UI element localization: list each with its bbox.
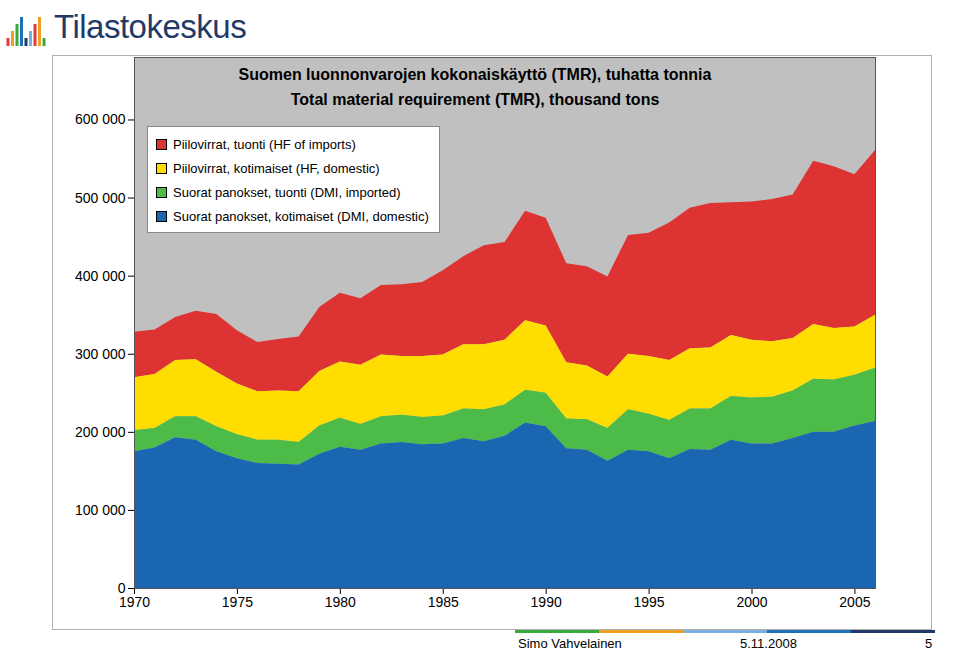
html-text:Tilastokeskus: Tilastokeskus — [54, 8, 247, 45]
svg-text:600 000: 600 000 — [75, 111, 126, 127]
svg-text:300 000: 300 000 — [75, 346, 126, 362]
html-text:Simo Vahvelainen: Simo Vahvelainen — [518, 636, 622, 651]
svg-text:100 000: 100 000 — [75, 502, 126, 518]
html-text:Piilovirrat, tuonti (HF of imp: Piilovirrat, tuonti (HF of imports) — [173, 136, 356, 152]
svg-text:0: 0 — [117, 580, 126, 596]
svg-text:Suomen luonnonvarojen kokonais: Suomen luonnonvarojen kokonaiskäyttö (TM… — [239, 66, 712, 83]
html-text:Piilovirrat, kotimaiset (HF, d: Piilovirrat, kotimaiset (HF, domestic) — [173, 160, 380, 176]
svg-text:1970: 1970 — [119, 594, 150, 610]
svg-text:1990: 1990 — [531, 594, 562, 610]
svg-text:1980: 1980 — [325, 594, 356, 610]
svg-text:500 000: 500 000 — [75, 190, 126, 206]
svg-text:2005: 2005 — [839, 594, 870, 610]
html-text:5: 5 — [925, 636, 933, 651]
html-text:Suorat panokset, kotimaiset (D: Suorat panokset, kotimaiset (DMI, domest… — [173, 208, 429, 224]
svg-text:200 000: 200 000 — [75, 424, 126, 440]
svg-text:1995: 1995 — [634, 594, 665, 610]
svg-text:1985: 1985 — [428, 594, 459, 610]
svg-text:400 000: 400 000 — [75, 268, 126, 284]
html-text:5.11.2008: 5.11.2008 — [740, 636, 797, 651]
svg-text:Total material requirement (TM: Total material requirement (TMR), thousa… — [291, 91, 660, 108]
svg-text:1975: 1975 — [222, 594, 253, 610]
html-text:Suorat panokset, tuonti (DMI,: Suorat panokset, tuonti (DMI, imported) — [173, 184, 401, 200]
svg-text:2000: 2000 — [736, 594, 767, 610]
